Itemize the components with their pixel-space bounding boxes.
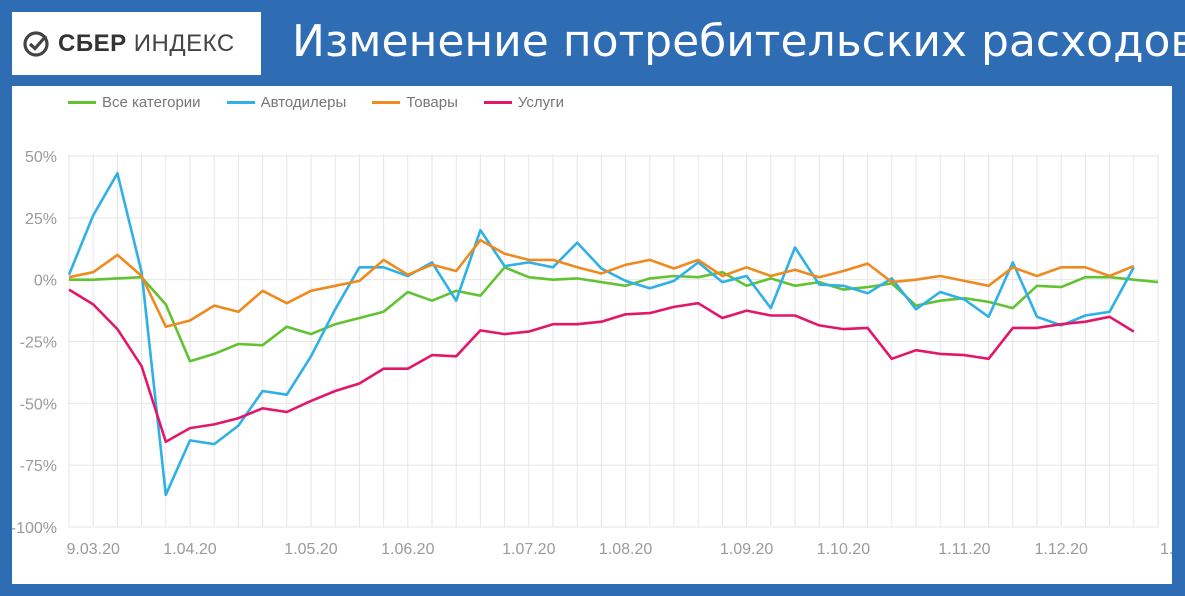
x-tick-label: 1.11.20 — [938, 541, 990, 558]
y-tick-label: -50% — [20, 396, 57, 413]
sber-index-logo: СБЕР ИНДЕКС — [12, 12, 261, 75]
legend-item[interactable]: Автодилеры — [226, 94, 347, 111]
x-tick-label: 1.05.20 — [284, 541, 337, 558]
legend-swatch — [372, 101, 401, 104]
x-tick-label: 1.04.20 — [163, 541, 216, 558]
series-line-3 — [68, 238, 1135, 328]
legend-swatch — [483, 101, 512, 104]
y-tick-label: -75% — [20, 458, 57, 475]
series-line-4 — [68, 288, 1135, 444]
x-tick-label: 1.01... — [1160, 541, 1172, 558]
page-title: Изменение потребительских расходов — [292, 16, 1185, 67]
legend-label: Автодилеры — [260, 94, 347, 111]
legend-item[interactable]: Все категории — [68, 94, 201, 111]
legend-swatch — [68, 101, 96, 104]
legend-swatch — [226, 101, 255, 104]
logo-text: СБЕР ИНДЕКС — [58, 29, 235, 57]
x-tick-label: 1.06.20 — [381, 541, 434, 558]
series-line-1 — [69, 266, 1159, 363]
y-tick-label: 0% — [34, 273, 57, 290]
legend-item[interactable]: Товары — [372, 94, 458, 111]
x-tick-label: 1.08.20 — [599, 541, 652, 558]
y-tick-label: -25% — [20, 335, 57, 352]
y-tick-label: 50% — [25, 149, 57, 166]
x-tick-label: 9.03.20 — [67, 541, 120, 558]
sber-check-icon — [23, 30, 49, 57]
x-tick-label: 1.07.20 — [502, 541, 555, 558]
legend-label: Услуги — [517, 94, 565, 111]
legend-label: Все категории — [102, 94, 201, 111]
y-tick-label: 25% — [25, 211, 57, 228]
x-tick-label: 1.12.20 — [1035, 541, 1088, 558]
x-tick-label: 1.10.20 — [817, 541, 870, 558]
legend-item[interactable]: Услуги — [483, 94, 565, 111]
y-tick-label: -100% — [12, 520, 57, 537]
legend-label: Товары — [406, 94, 458, 111]
chart-legend: Все категории Автодилеры Товары Услуги — [68, 94, 564, 111]
x-tick-label: 1.09.20 — [720, 541, 773, 558]
line-chart: 50% 25% 0% -25% -50% -75% -100% 9.03.20 1.04.20 1… — [12, 149, 1172, 558]
chart-panel: Все категории Автодилеры Товары Услуги 50% 2… — [12, 86, 1172, 584]
